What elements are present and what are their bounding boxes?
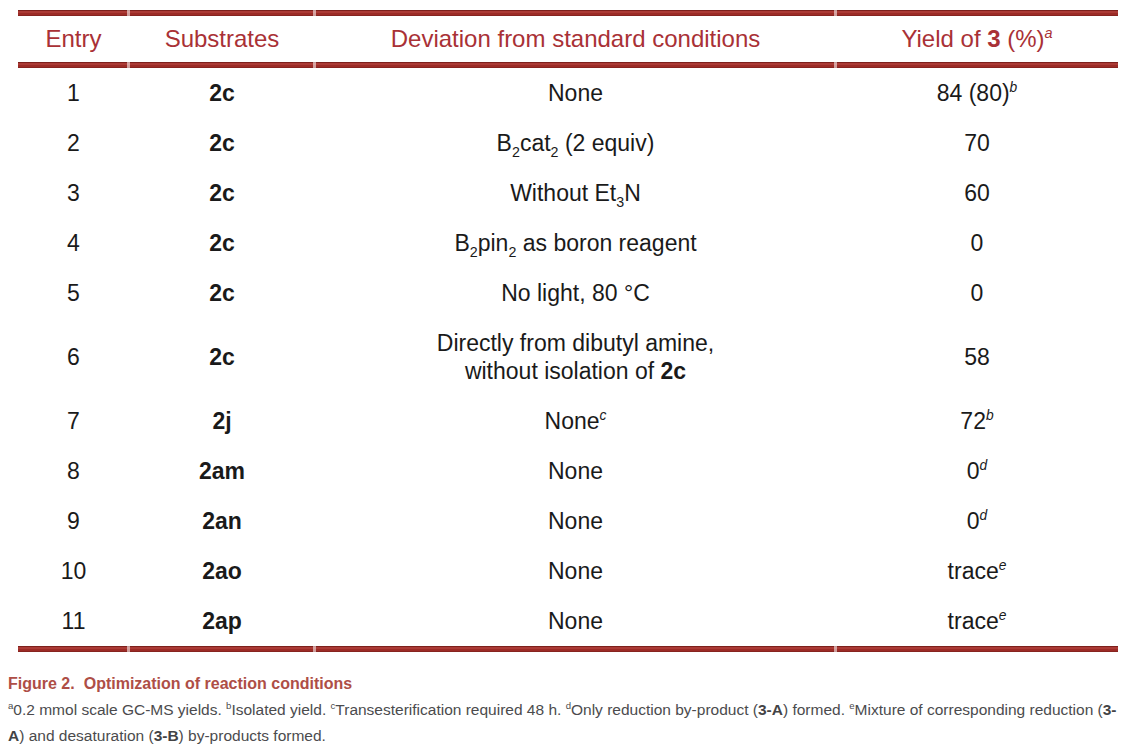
entry-cell: 7 (18, 396, 129, 446)
entry-cell: 9 (18, 496, 129, 546)
entry-cell: 3 (18, 168, 129, 218)
table-body: 1 2c None 84 (80)b 2 2c B2cat2 (2 equiv)… (18, 68, 1118, 646)
column-header-entry: Entry (18, 26, 129, 52)
substrate-cell: 2c (129, 268, 315, 318)
substrate-cell: 2c (129, 218, 315, 268)
substrate-cell: 2c (129, 168, 315, 218)
entry-cell: 2 (18, 118, 129, 168)
table-row: 9 2an None 0d (18, 496, 1118, 546)
deviation-cell: B2cat2 (2 equiv) (315, 118, 836, 168)
table-header-row: Entry Substrates Deviation from standard… (18, 16, 1118, 62)
entry-cell: 11 (18, 596, 129, 646)
substrate-cell: 2j (129, 396, 315, 446)
deviation-cell: Nonec (315, 396, 836, 446)
yield-cell: 70 (836, 118, 1118, 168)
yield-cell: 84 (80)b (836, 68, 1118, 118)
entry-cell: 4 (18, 218, 129, 268)
substrate-cell: 2ap (129, 596, 315, 646)
substrate-cell: 2an (129, 496, 315, 546)
deviation-cell: None (315, 596, 836, 646)
deviation-cell: None (315, 546, 836, 596)
deviation-cell: None (315, 68, 836, 118)
substrate-cell: 2c (129, 332, 315, 382)
table-row: 4 2c B2pin2 as boron reagent 0 (18, 218, 1118, 268)
yield-cell: tracee (836, 596, 1118, 646)
entry-cell: 8 (18, 446, 129, 496)
substrate-cell: 2ao (129, 546, 315, 596)
table-row: 6 2c Directly from dibutyl amine,without… (18, 318, 1118, 396)
table-row: 10 2ao None tracee (18, 546, 1118, 596)
column-header-deviation: Deviation from standard conditions (315, 26, 836, 52)
deviation-cell: None (315, 446, 836, 496)
deviation-cell: B2pin2 as boron reagent (315, 218, 836, 268)
figure-caption: Figure 2. Optimization of reaction condit… (8, 674, 1136, 694)
table-row: 8 2am None 0d (18, 446, 1118, 496)
column-header-yield: Yield of 3 (%)a (836, 26, 1118, 52)
table-row: 7 2j Nonec 72b (18, 396, 1118, 446)
yield-cell: 0 (836, 268, 1118, 318)
entry-cell: 1 (18, 68, 129, 118)
yield-cell: 0d (836, 496, 1118, 546)
table-row: 11 2ap None tracee (18, 596, 1118, 646)
table-bottom-rule (18, 646, 1118, 652)
yield-cell: tracee (836, 546, 1118, 596)
deviation-cell: Directly from dibutyl amine,without isol… (315, 318, 836, 396)
figure-caption-title: Optimization of reaction conditions (84, 675, 352, 692)
table-row: 1 2c None 84 (80)b (18, 68, 1118, 118)
yield-cell: 72b (836, 396, 1118, 446)
table-row: 5 2c No light, 80 °C 0 (18, 268, 1118, 318)
column-header-substrates: Substrates (129, 26, 315, 52)
yield-cell: 0 (836, 218, 1118, 268)
table-row: 2 2c B2cat2 (2 equiv) 70 (18, 118, 1118, 168)
yield-cell: 58 (836, 332, 1118, 382)
figure-footnotes: a0.2 mmol scale GC-MS yields. bIsolated … (8, 697, 1130, 749)
substrate-cell: 2am (129, 446, 315, 496)
entry-cell: 6 (18, 332, 129, 382)
deviation-cell: None (315, 496, 836, 546)
substrate-cell: 2c (129, 68, 315, 118)
yield-cell: 60 (836, 168, 1118, 218)
entry-cell: 10 (18, 546, 129, 596)
substrate-cell: 2c (129, 118, 315, 168)
figure-caption-label: Figure 2. (8, 675, 75, 692)
deviation-cell: Without Et3N (315, 168, 836, 218)
optimization-table: Entry Substrates Deviation from standard… (18, 10, 1118, 652)
deviation-cell: No light, 80 °C (315, 268, 836, 318)
table-row: 3 2c Without Et3N 60 (18, 168, 1118, 218)
yield-cell: 0d (836, 446, 1118, 496)
entry-cell: 5 (18, 268, 129, 318)
